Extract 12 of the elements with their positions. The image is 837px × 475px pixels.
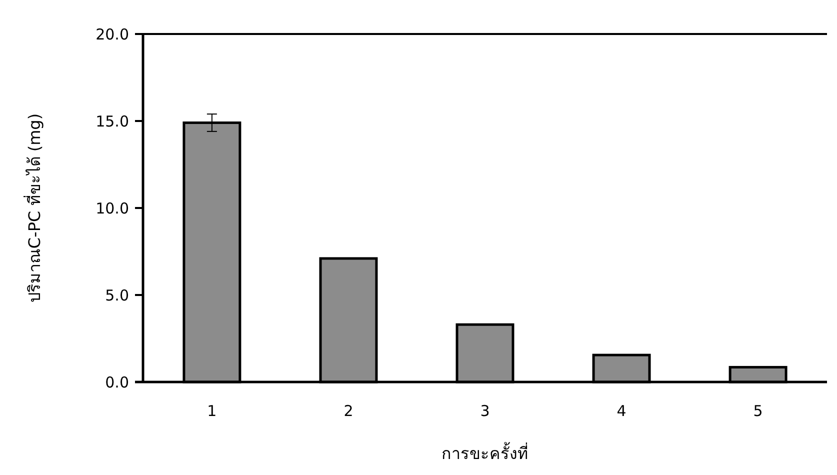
y-tick-label: 5.0 — [105, 286, 129, 304]
y-axis-title: ปริมาณC-PC ที่ขะได้ (mg) — [23, 113, 44, 303]
y-tick-label: 10.0 — [96, 199, 129, 218]
x-tick-label: 1 — [207, 402, 217, 420]
x-tick-label: 3 — [480, 402, 490, 420]
y-tick-label: 0.0 — [105, 373, 129, 392]
x-tick-label: 4 — [616, 402, 626, 420]
x-tick-label: 2 — [344, 402, 354, 420]
x-axis-title: การขะครั้งที่ — [442, 442, 528, 463]
y-tick-label: 20.0 — [96, 25, 129, 44]
y-tick-label: 15.0 — [96, 112, 129, 130]
x-tick-label: 5 — [753, 402, 763, 420]
